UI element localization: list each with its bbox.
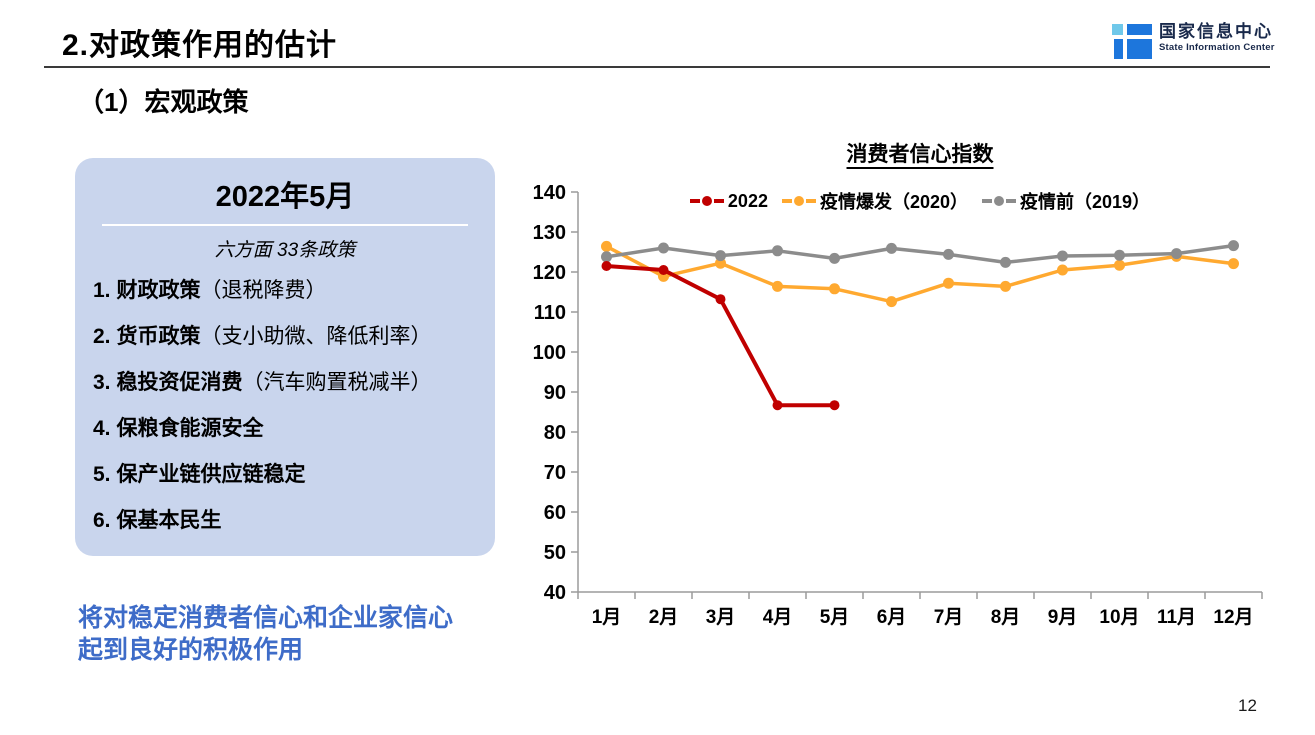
- svg-text:50: 50: [544, 542, 566, 564]
- policy-card-subtitle: 六方面 33条政策: [214, 240, 356, 261]
- svg-text:5月: 5月: [820, 607, 850, 628]
- legend-label-2020: 疫情爆发（2020）: [819, 192, 969, 212]
- policy-list: 1. 财政政策（退税降费） 2. 货币政策（支小助微、降低利率） 3. 稳投资促消费（…: [85, 276, 485, 535]
- svg-text:140: 140: [533, 182, 566, 204]
- svg-text:70: 70: [544, 462, 566, 484]
- page-number: 12: [1238, 696, 1257, 715]
- policy-item-name: 保基本民生: [116, 509, 222, 532]
- policy-card-divider: [102, 224, 468, 226]
- policy-item-name: 保粮食能源安全: [116, 417, 264, 440]
- logo-text: 国家信息中心 State Information Center: [1159, 22, 1275, 53]
- svg-text:2月: 2月: [649, 607, 679, 628]
- legend-item-2020: 疫情爆发（2020）: [781, 188, 969, 214]
- policy-item-2: 2. 货币政策（支小助微、降低利率）: [93, 322, 485, 351]
- policy-item-number: 5.: [93, 463, 111, 486]
- chart-title: 消费者信心指数: [846, 143, 994, 166]
- policy-item-note: （退税降费）: [200, 279, 327, 302]
- policy-item-number: 3.: [93, 371, 111, 394]
- svg-text:60: 60: [544, 502, 566, 524]
- logo-square-topleft: [1112, 24, 1123, 35]
- policy-item-1: 1. 财政政策（退税降费）: [93, 276, 485, 305]
- chart-legend: 2022 疫情爆发（2020） 疫情前（2019）: [578, 188, 1262, 214]
- svg-text:40: 40: [544, 582, 566, 604]
- legend-label-2022: 2022: [727, 190, 768, 211]
- logo-name-cn: 国家信息中心: [1159, 22, 1273, 41]
- svg-text:8月: 8月: [991, 607, 1021, 628]
- policy-item-number: 4.: [93, 417, 111, 440]
- svg-text:120: 120: [533, 262, 566, 284]
- svg-text:110: 110: [534, 302, 566, 324]
- legend-item-2022: 2022: [689, 190, 768, 212]
- slide-title: 2.对政策作用的估计: [62, 29, 338, 62]
- svg-text:90: 90: [544, 382, 566, 404]
- svg-text:7月: 7月: [934, 607, 964, 628]
- policy-item-6: 6. 保基本民生: [93, 506, 485, 535]
- logo-name-en: State Information Center: [1159, 42, 1275, 53]
- state-information-center-logo-icon: [1112, 22, 1152, 59]
- policy-item-note: （汽车购置税减半）: [242, 371, 432, 394]
- policy-card: 2022年5月 六方面 33条政策 1. 财政政策（退税降费） 2. 货币政策（支小…: [75, 158, 495, 556]
- legend-item-2019: 疫情前（2019）: [982, 188, 1150, 214]
- svg-text:4月: 4月: [763, 607, 793, 628]
- legend-marker-2020: [781, 196, 816, 206]
- logo-square-topright: [1127, 24, 1152, 35]
- policy-item-number: 1.: [93, 279, 111, 302]
- svg-text:1月: 1月: [592, 607, 622, 628]
- logo-square-bottomright: [1127, 39, 1152, 59]
- policy-item-name: 保产业链供应链稳定: [116, 463, 306, 486]
- svg-text:6月: 6月: [877, 607, 907, 628]
- conclusion-text: 将对稳定消费者信心和企业家信心 起到良好的积极作用: [78, 602, 453, 666]
- header-divider: [44, 66, 1270, 68]
- svg-text:10月: 10月: [1099, 607, 1139, 628]
- policy-item-3: 3. 稳投资促消费（汽车购置税减半）: [93, 368, 485, 397]
- conclusion-line-2: 起到良好的积极作用: [78, 636, 304, 664]
- svg-text:9月: 9月: [1048, 607, 1078, 628]
- policy-card-title: 2022年5月: [215, 181, 355, 213]
- svg-text:3月: 3月: [706, 607, 736, 628]
- section-subtitle: （1）宏观政策: [78, 87, 249, 117]
- policy-item-number: 2.: [93, 325, 111, 348]
- legend-label-2019: 疫情前（2019）: [1020, 192, 1151, 212]
- policy-item-number: 6.: [93, 509, 111, 532]
- svg-text:80: 80: [544, 422, 566, 444]
- policy-item-name: 货币政策: [116, 325, 201, 348]
- conclusion-line-1: 将对稳定消费者信心和企业家信心: [78, 604, 454, 632]
- org-logo: 国家信息中心 State Information Center: [1112, 22, 1275, 59]
- svg-text:100: 100: [533, 342, 566, 364]
- policy-item-4: 4. 保粮食能源安全: [93, 414, 485, 443]
- svg-text:130: 130: [533, 222, 566, 244]
- svg-text:12月: 12月: [1213, 607, 1253, 628]
- consumer-confidence-chart: 消费者信心指数 2022 疫情爆发（2020）: [530, 138, 1292, 658]
- policy-item-name: 财政政策: [116, 279, 201, 302]
- svg-text:11月: 11月: [1157, 607, 1196, 628]
- legend-marker-2022: [689, 196, 724, 206]
- legend-marker-2019: [982, 196, 1017, 206]
- logo-square-bottomleft: [1114, 39, 1123, 59]
- policy-item-5: 5. 保产业链供应链稳定: [93, 460, 485, 489]
- line-chart-svg: 40 50 60 70 80 90 100 110 120 130 140 1月 2月 3月 4月 5月 6月 7…: [533, 182, 1263, 628]
- policy-item-name: 稳投资促消费: [116, 371, 243, 394]
- policy-item-note: （支小助微、降低利率）: [200, 325, 432, 348]
